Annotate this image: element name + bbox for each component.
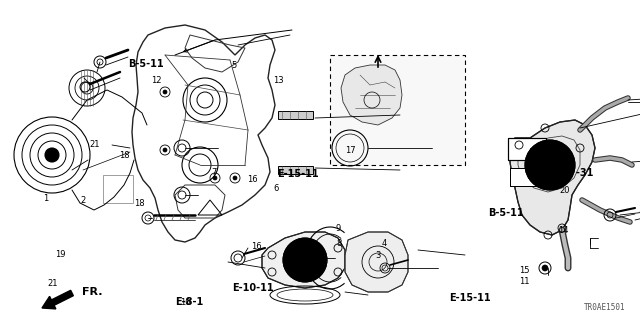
Circle shape [542, 265, 548, 271]
Polygon shape [345, 232, 408, 292]
Bar [278, 111, 313, 119]
Text: 20: 20 [559, 186, 570, 195]
Polygon shape [341, 65, 402, 125]
Text: 7: 7 [212, 168, 217, 177]
Circle shape [163, 148, 167, 152]
Text: 16: 16 [251, 242, 261, 251]
Text: 17: 17 [346, 146, 356, 155]
Text: 3: 3 [375, 252, 380, 260]
Text: FR.: FR. [82, 287, 102, 297]
Circle shape [525, 140, 575, 190]
Bar [103, 175, 133, 203]
FancyArrow shape [42, 290, 74, 309]
Text: 21: 21 [90, 140, 100, 148]
Circle shape [283, 238, 327, 282]
Circle shape [163, 90, 167, 94]
Text: E-10-11: E-10-11 [232, 283, 274, 293]
Text: E-8-1: E-8-1 [175, 297, 203, 308]
Text: 1: 1 [44, 194, 49, 203]
Text: 12: 12 [152, 76, 162, 84]
Text: 16: 16 [248, 175, 258, 184]
Text: 18: 18 [120, 151, 130, 160]
Text: E-15-11: E-15-11 [449, 292, 492, 303]
Text: 2: 2 [81, 196, 86, 204]
Circle shape [213, 176, 217, 180]
Text: 4: 4 [381, 239, 387, 248]
Text: 19: 19 [56, 250, 66, 259]
Text: 14: 14 [558, 226, 568, 235]
Bar [508, 138, 546, 160]
Circle shape [45, 148, 59, 162]
Text: 18: 18 [134, 199, 145, 208]
Polygon shape [262, 232, 345, 288]
Text: B-5-11: B-5-11 [488, 208, 524, 218]
Bar [510, 168, 542, 186]
Bar [508, 138, 546, 160]
Text: B-5-11: B-5-11 [128, 59, 164, 69]
Bar [278, 166, 313, 174]
FancyBboxPatch shape [330, 55, 465, 165]
Text: E-15-11: E-15-11 [276, 169, 319, 180]
Text: 21: 21 [47, 279, 58, 288]
Text: 6: 6 [274, 184, 279, 193]
Text: B-17-31: B-17-31 [552, 168, 594, 178]
Text: 10: 10 [180, 298, 191, 307]
Text: 9: 9 [335, 224, 340, 233]
Circle shape [233, 176, 237, 180]
Bar [510, 168, 542, 186]
Text: 13: 13 [273, 76, 284, 84]
Text: 5: 5 [231, 61, 236, 70]
Polygon shape [510, 120, 595, 235]
Text: TR0AE1501: TR0AE1501 [584, 303, 625, 312]
Text: 15: 15 [520, 266, 530, 275]
Text: 8: 8 [337, 239, 342, 248]
Text: 11: 11 [520, 277, 530, 286]
